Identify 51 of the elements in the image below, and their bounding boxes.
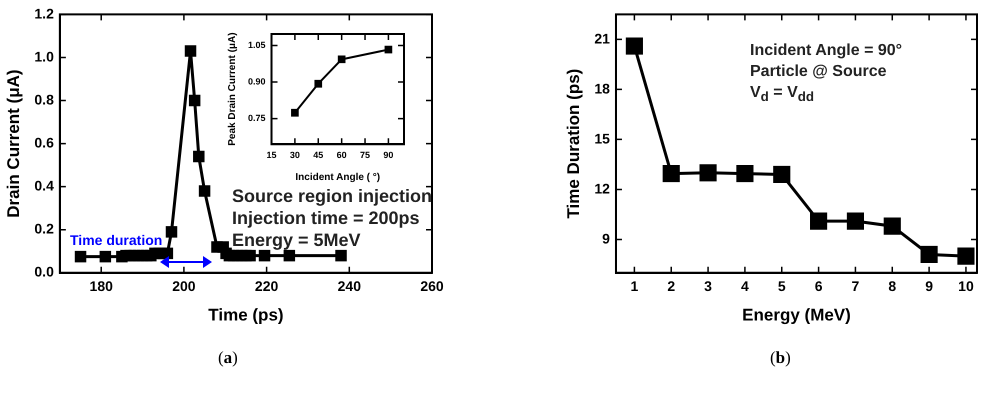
y-tick-label: 1.0 xyxy=(34,48,54,64)
x-tick-label: 75 xyxy=(360,150,370,160)
x-tick-label: 15 xyxy=(266,150,277,160)
x-tick-label: 2 xyxy=(667,278,676,294)
annotation: Incident Angle = 90° xyxy=(750,42,902,60)
y-axis-title: Peak Drain Current (μA) xyxy=(226,32,238,146)
x-tick-label: 10 xyxy=(958,278,974,294)
x-tick-label: 30 xyxy=(290,150,300,160)
y-tick-label: 0.90 xyxy=(248,76,266,87)
y-tick-label: 0.2 xyxy=(34,220,54,237)
x-axis-title: Incident Angle ( °) xyxy=(295,172,380,183)
x-tick-label: 5 xyxy=(778,278,786,294)
x-tick-label: 200 xyxy=(172,278,196,294)
y-tick-label: 9 xyxy=(602,230,610,246)
annotation: Energy = 5MeV xyxy=(232,230,361,251)
annotation: V$_{d}$ = V$_{dd}$ xyxy=(750,84,814,104)
x-tick-label: 90 xyxy=(383,150,394,160)
text: (b) xyxy=(770,348,791,368)
y-tick-label: 21 xyxy=(594,30,610,46)
x-tick-label: 260 xyxy=(420,278,444,294)
y-tick-label: 1.2 xyxy=(34,5,54,22)
y-tick-label: 15 xyxy=(594,130,610,146)
annotation: Injection time = 200ps xyxy=(232,208,420,229)
y-axis-title: Drain Current (μA) xyxy=(4,69,23,218)
y-tick-label: 0.8 xyxy=(34,91,54,108)
x-tick-label: 7 xyxy=(852,278,860,294)
x-tick-label: 8 xyxy=(888,278,896,294)
x-tick-label: 220 xyxy=(254,278,278,294)
y-tick-label: 0.4 xyxy=(34,178,54,194)
x-tick-label: 6 xyxy=(814,278,823,294)
x-tick-label: 45 xyxy=(313,150,324,160)
y-tick-label: 0.0 xyxy=(34,264,54,280)
y-tick-label: 18 xyxy=(594,80,610,96)
y-tick-label: 12 xyxy=(594,180,610,196)
x-axis-title: Energy (MeV) xyxy=(742,305,851,324)
annotation: Source region injection xyxy=(232,186,432,207)
x-tick-label: 3 xyxy=(704,278,712,294)
annotation: Time duration xyxy=(70,232,162,248)
x-tick-label: 4 xyxy=(741,278,750,294)
x-tick-label: 60 xyxy=(336,150,347,160)
y-tick-label: 0.6 xyxy=(34,134,54,150)
annotation: Particle @ Source xyxy=(750,63,887,81)
text: (a) xyxy=(218,348,238,368)
x-tick-label: 240 xyxy=(338,278,362,294)
x-tick-label: 9 xyxy=(925,278,934,294)
y-tick-label: 0.75 xyxy=(248,113,266,124)
x-tick-label: 180 xyxy=(90,278,114,294)
y-tick-label: 1.05 xyxy=(248,40,266,50)
x-axis-title: Time (ps) xyxy=(208,305,284,324)
y-axis-title: Time Duration (ps) xyxy=(564,68,583,219)
x-tick-label: 1 xyxy=(630,278,638,294)
